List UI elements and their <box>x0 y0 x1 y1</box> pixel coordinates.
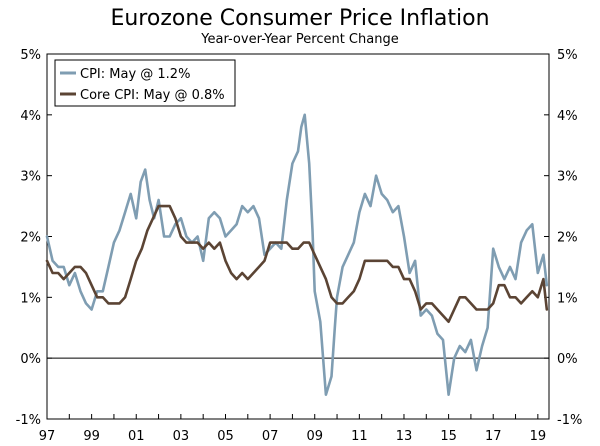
y-tick-label-left: 0% <box>20 352 41 367</box>
y-tick-label-left: 5% <box>20 48 41 63</box>
x-tick-label: 03 <box>173 429 190 444</box>
y-tick-label-right: 5% <box>557 48 578 63</box>
chart-subtitle: Year-over-Year Percent Change <box>201 32 399 47</box>
y-tick-label-right: 0% <box>557 352 578 367</box>
y-tick-label-left: 4% <box>20 109 41 124</box>
y-tick-label-left: 2% <box>20 231 41 246</box>
x-tick-label: 17 <box>485 429 502 444</box>
x-tick-label: 13 <box>396 429 413 444</box>
legend: CPI: May @ 1.2% Core CPI: May @ 0.8% <box>54 59 236 107</box>
y-tick-label-right: 2% <box>557 231 578 246</box>
x-tick-label: 15 <box>440 429 457 444</box>
x-tick-label: 99 <box>83 429 100 444</box>
y-tick-label-right: 1% <box>557 291 578 306</box>
x-tick-label: 11 <box>351 429 368 444</box>
series-lines <box>45 113 549 396</box>
chart-title: Eurozone Consumer Price Inflation <box>110 6 490 31</box>
y-tick-label-right: -1% <box>557 413 582 428</box>
y-axis-ticks: -1% -1% 0% 0% 1% 1% 2% 2% 3% 3% 4% 4% 5% 5% <box>16 48 583 428</box>
y-tick-label-left: -1% <box>16 413 41 428</box>
x-tick-label: 05 <box>217 429 234 444</box>
x-axis-ticks: 97 99 01 03 05 07 09 11 13 15 17 19 <box>39 414 546 444</box>
plot-border <box>46 53 550 420</box>
legend-box <box>54 59 236 107</box>
y-tick-label-right: 3% <box>557 170 578 185</box>
legend-label: Core CPI: May @ 0.8% <box>80 88 225 103</box>
x-tick-label: 19 <box>530 429 547 444</box>
x-tick-label: 97 <box>39 429 56 444</box>
x-tick-label: 01 <box>128 429 145 444</box>
y-tick-label-left: 1% <box>20 291 41 306</box>
x-tick-label: 09 <box>306 429 323 444</box>
legend-label: CPI: May @ 1.2% <box>80 67 190 82</box>
plot-frame <box>46 53 550 420</box>
y-tick-label-left: 3% <box>20 170 41 185</box>
x-tick-label: 07 <box>262 429 279 444</box>
cpi-series-line <box>45 113 549 396</box>
y-tick-label-right: 4% <box>557 109 578 124</box>
core-cpi-series-line <box>45 204 549 323</box>
